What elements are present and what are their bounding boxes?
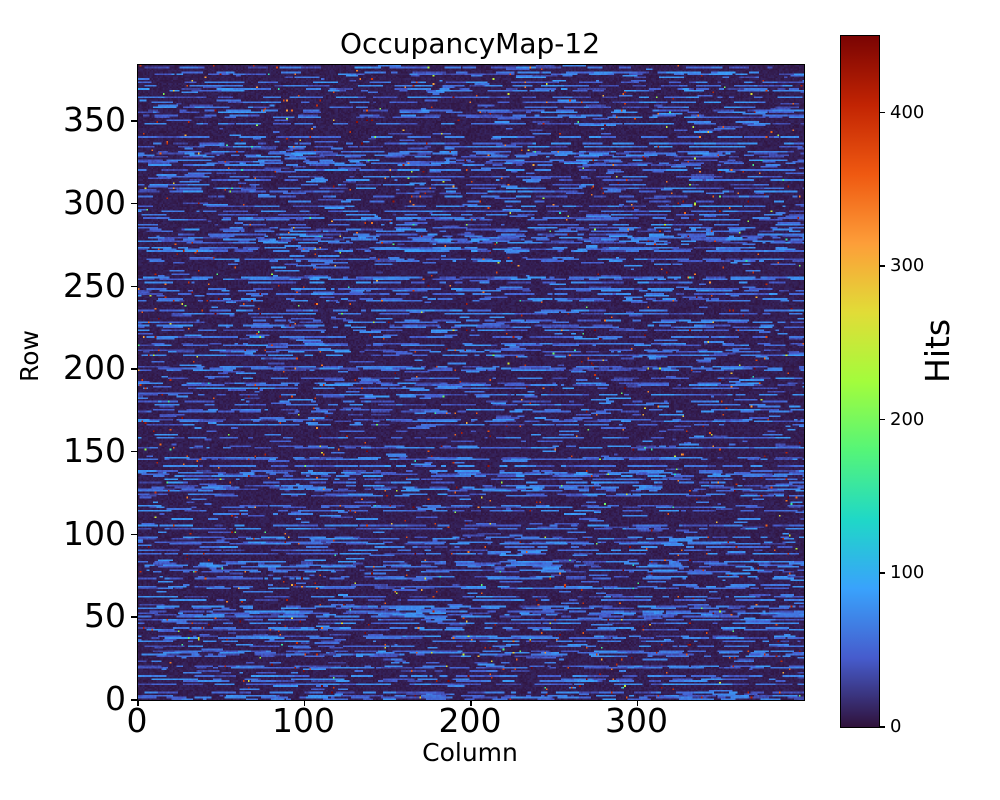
x-tick-mark	[303, 700, 305, 706]
chart-title: OccupancyMap-12	[339, 27, 601, 60]
x-tick-mark	[636, 700, 638, 706]
y-tick-label: 200	[63, 348, 126, 388]
y-tick-label: 250	[63, 265, 126, 305]
colorbar-tick-label: 100	[890, 562, 925, 584]
y-tick-mark	[131, 450, 137, 453]
colorbar-tick-label: 0	[890, 716, 902, 737]
y-tick-label: 0	[105, 679, 126, 718]
heatmap-plot-area	[137, 64, 805, 701]
y-tick-label: 100	[63, 513, 126, 553]
y-tick-mark	[131, 202, 137, 205]
colorbar-tick-label: 400	[890, 101, 925, 123]
colorbar-tick-mark	[880, 265, 885, 267]
y-tick-label: 300	[63, 182, 126, 222]
colorbar-tick-label: 200	[890, 408, 925, 430]
colorbar-tick-mark	[880, 111, 885, 114]
colorbar-tick-label: 300	[890, 255, 925, 277]
x-tick-label: 0	[126, 701, 148, 740]
y-tick-label: 50	[84, 596, 126, 636]
y-tick-mark	[131, 699, 137, 701]
y-tick-mark	[131, 120, 137, 122]
colorbar-tick-mark	[880, 418, 885, 421]
x-tick-label: 200	[438, 701, 502, 740]
x-tick-label: 100	[272, 701, 335, 740]
y-tick-mark	[131, 285, 137, 288]
colorbar-tick-mark	[880, 572, 885, 574]
x-axis-label: Column	[422, 738, 518, 767]
y-tick-label: 150	[63, 430, 126, 470]
x-tick-label: 300	[605, 701, 668, 740]
x-tick-mark	[137, 700, 139, 706]
colorbar	[840, 35, 880, 728]
y-tick-mark	[131, 616, 137, 618]
y-tick-mark	[131, 368, 137, 370]
y-tick-label: 350	[63, 100, 126, 140]
y-tick-mark	[131, 533, 137, 536]
heatmap-image	[138, 65, 804, 700]
colorbar-tick-mark	[880, 726, 885, 728]
x-tick-mark	[470, 700, 472, 706]
